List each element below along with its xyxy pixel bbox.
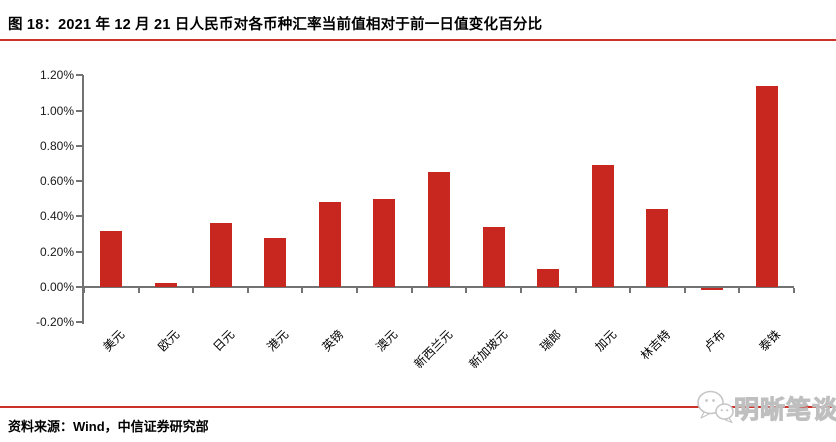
x-axis-label: 美元 <box>100 327 128 355</box>
x-axis-label: 澳元 <box>373 327 401 355</box>
x-axis-label: 林吉特 <box>638 327 674 363</box>
watermark: 明晰笔谈 <box>696 387 836 429</box>
bar-泰铢 <box>755 85 778 287</box>
source-attribution: 资料来源：Wind，中信证券研究部 <box>8 419 209 434</box>
y-axis-tick-label: 0.40% <box>39 209 74 224</box>
x-axis-line <box>84 286 794 288</box>
bar-美元 <box>100 230 123 287</box>
bar-日元 <box>209 223 232 287</box>
x-axis-tick <box>301 288 304 293</box>
y-axis-tick-label: 0.20% <box>39 244 74 259</box>
y-axis-tick-label: -0.20% <box>35 315 74 330</box>
y-axis-tick <box>76 109 83 112</box>
bar-林吉特 <box>646 209 669 287</box>
x-axis-tick <box>465 288 468 293</box>
y-axis-tick <box>76 286 83 288</box>
y-axis-tick-label: 0.60% <box>39 174 74 189</box>
y-axis-tick <box>76 250 83 253</box>
y-axis-tick-label: 1.20% <box>39 68 74 83</box>
x-axis-tick <box>793 288 795 293</box>
x-axis-tick <box>574 288 577 293</box>
x-axis-label: 新加坡元 <box>465 327 510 372</box>
x-axis-tick <box>683 288 686 293</box>
x-axis-label: 瑞郎 <box>537 327 565 355</box>
y-axis-tick <box>76 180 83 183</box>
x-axis-tick <box>410 288 413 293</box>
bar-chart: 1.20% 1.00% 0.80% 0.60% 0.40% 0.20% 0.00% -0.20… <box>0 50 836 400</box>
x-axis-tick <box>83 288 85 293</box>
y-axis-tick <box>76 144 83 147</box>
bar-卢布 <box>701 288 724 290</box>
y-axis-tick-label: 0.80% <box>39 138 74 153</box>
x-axis-tick <box>246 288 249 293</box>
x-axis-label: 港元 <box>264 327 292 355</box>
title-divider-line <box>0 39 836 42</box>
y-axis-tick-label: 1.00% <box>39 103 74 118</box>
bar-澳元 <box>373 198 396 287</box>
bar-英镑 <box>318 202 341 287</box>
y-axis-tick <box>76 215 83 218</box>
x-axis-label: 日元 <box>209 327 237 355</box>
bar-新加坡元 <box>482 226 505 287</box>
figure-title: 图 18：2021 年 12 月 21 日人民币对各币种汇率当前值相对于前一日值… <box>8 17 543 33</box>
bar-港元 <box>264 237 287 287</box>
bar-瑞郎 <box>537 269 560 287</box>
bar-加元 <box>591 165 614 287</box>
chat-bubbles-icon <box>697 390 734 424</box>
y-axis-tick <box>76 74 83 77</box>
y-axis-line <box>82 75 84 325</box>
bar-欧元 <box>154 283 177 287</box>
y-axis-tick-label: 0.00% <box>39 280 74 294</box>
x-axis-tick <box>519 288 522 293</box>
x-axis-tick <box>629 288 632 293</box>
x-axis-tick <box>356 288 359 293</box>
bar-新西兰元 <box>428 172 450 287</box>
watermark-label: 明晰笔谈 <box>733 396 836 425</box>
x-axis-tick <box>192 288 195 293</box>
x-axis-label: 加元 <box>592 327 620 355</box>
x-axis-tick <box>738 288 741 293</box>
x-axis-label: 新西兰元 <box>411 327 456 372</box>
x-axis-label: 英镑 <box>319 327 346 355</box>
x-axis-label: 欧元 <box>155 327 183 355</box>
footer-divider-line <box>0 406 836 409</box>
y-axis-tick <box>76 321 83 324</box>
x-axis-tick <box>137 288 140 293</box>
